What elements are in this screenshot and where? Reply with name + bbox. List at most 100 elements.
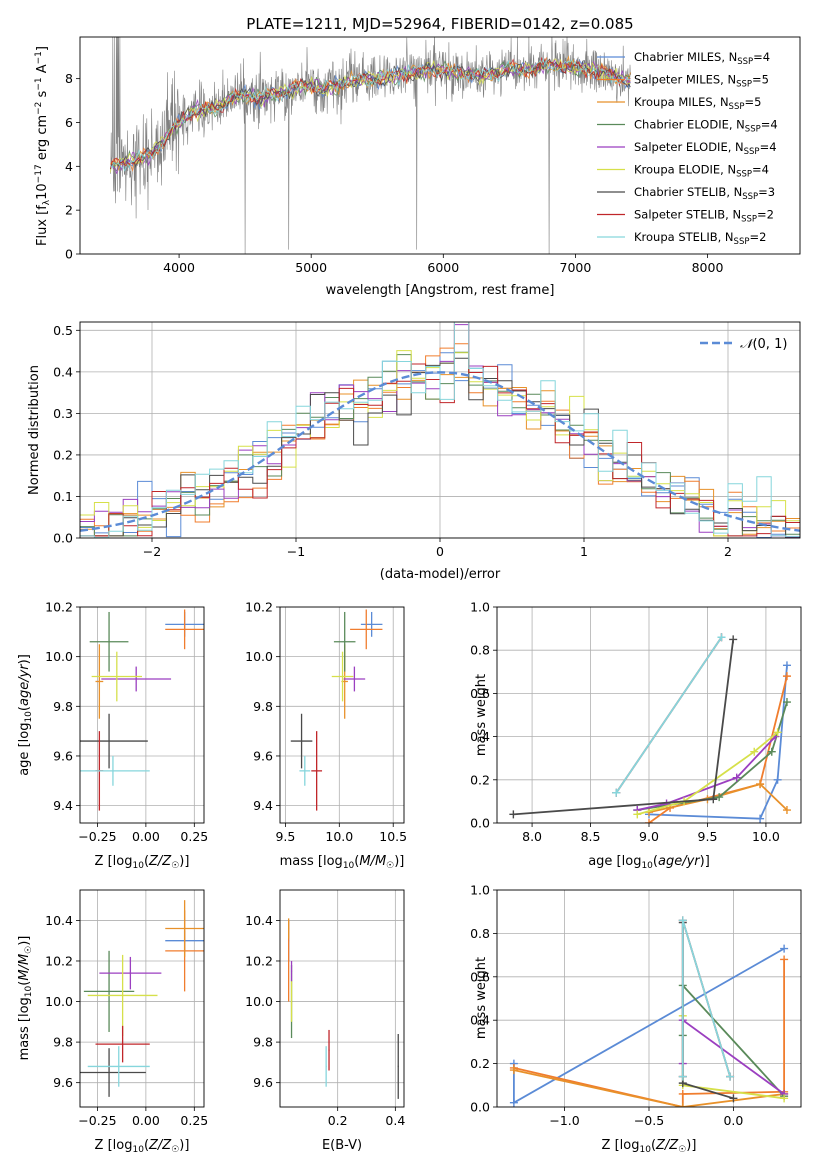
weight-marker-chabrier-miles: [756, 814, 765, 823]
x-tick-label: 8000: [692, 260, 724, 275]
y-tick-label: 10.0: [245, 649, 273, 664]
y-tick-label: 1.0: [470, 600, 490, 615]
y-tick-label: 9.6: [253, 748, 273, 763]
y-axis-label: Flux [fλ10−17 erg cm−2 s−1 A−1]: [34, 46, 52, 246]
axes-frame: [279, 606, 405, 824]
x-tick-label: 10.0: [325, 829, 353, 844]
x-tick-label: −1.0: [549, 1113, 579, 1128]
weight-marker-kroupa-stelib: [726, 1072, 735, 1081]
legend-label-kroupa-miles: Kroupa MILES, NSSP=5: [634, 95, 761, 112]
weight-marker-chabrier-miles: [780, 944, 789, 953]
y-tick-label: 0.6: [470, 969, 490, 984]
y-tick-label: 0.8: [470, 926, 490, 941]
axes-frame: [79, 36, 801, 255]
y-tick-label: 1.0: [470, 883, 490, 898]
x-tick-label: 0.00: [132, 829, 160, 844]
y-tick-label: 0.4: [470, 729, 490, 744]
y-axis-label: Normed distribution: [27, 365, 42, 495]
x-axis-label: age [log10(age/yr)]: [588, 854, 710, 871]
y-tick-label: 0.5: [53, 323, 73, 338]
model-chabrier-stelib: [110, 58, 631, 170]
y-tick-label: 0.0: [470, 816, 490, 831]
errorbar-chabrier-elodie: [83, 950, 135, 1032]
axes-frame: [79, 321, 801, 539]
x-tick-label: 10.0: [752, 829, 780, 844]
legend-label-kroupa-elodie: Kroupa ELODIE, NSSP=4: [634, 163, 769, 180]
errorbar-salpeter-miles: [350, 609, 383, 650]
weight-line-kroupa-stelib: [612, 633, 726, 797]
model-kroupa-stelib: [110, 57, 631, 172]
y-tick-label: 9.6: [253, 1075, 273, 1090]
weight-marker-chabrier-stelib: [509, 810, 518, 819]
mass-vs-extinction-panel: 0.2 0.4 9.6 9.8 10.0 10.2 10.4 E(B-V): [245, 889, 405, 1153]
legend-label-chabrier-stelib: Chabrier STELIB, NSSP=3: [634, 185, 775, 202]
mass-vs-metallicity-panel: −0.25 0.00 0.25 9.6 9.8 10.0 10.2 10.4 Z [log10(…: [17, 889, 208, 1155]
y-tick-label: 4: [65, 159, 73, 174]
errorbar-kroupa-elodie: [87, 954, 158, 1037]
legend-label-salpeter-stelib: Salpeter STELIB, NSSP=2: [634, 208, 774, 225]
x-tick-label: −0.5: [634, 1113, 664, 1128]
y-tick-label: 10.0: [45, 994, 73, 1009]
x-tick-label: 2: [724, 544, 732, 559]
y-tick-label: 10.2: [45, 953, 73, 968]
errorbar-salpeter-elodie: [99, 956, 162, 990]
errorbar-chabrier-stelib: [290, 713, 313, 769]
errorbar-salpeter-miles: [165, 609, 204, 650]
weight-line-chabrier-miles: [509, 944, 789, 1107]
x-tick-label: 0.2: [328, 1113, 348, 1128]
weight-marker-kroupa-miles: [756, 780, 765, 789]
weight-marker-chabrier-miles: [782, 661, 791, 670]
plot-area: [497, 890, 801, 1107]
weight-marker-kroupa-stelib: [678, 916, 687, 925]
errorbar-kroupa-miles: [165, 900, 204, 957]
weight-marker-kroupa-stelib: [612, 788, 621, 797]
residual-histogram-panel: −2 −1 0 1 2 0.0 0.1 0.2 0.3 0.4 0.5 (data-model)/er…: [27, 321, 801, 582]
weight-marker-kroupa-elodie: [773, 728, 782, 737]
weight-marker-chabrier-stelib: [729, 1094, 738, 1103]
y-axis-label: mass [log10(M/M☉)]: [17, 936, 34, 1061]
figure-title: PLATE=1211, MJD=52964, FIBERID=0142, z=0…: [246, 15, 633, 33]
weight-path-salpeter-elodie: [637, 735, 776, 811]
age-vs-metallicity-panel: −0.25 0.00 0.25 9.4 9.6 9.8 10.0 10.2 Z [log10(Z…: [17, 600, 208, 872]
y-tick-label: 0.0: [470, 1100, 490, 1115]
errorbar-salpeter-elodie: [101, 666, 172, 692]
x-tick-label: 0.25: [180, 1113, 208, 1128]
y-tick-label: 9.6: [53, 1075, 73, 1090]
x-axis-label: mass [log10(M/M☉)]: [280, 854, 405, 871]
errorbar-salpeter-stelib: [311, 731, 323, 811]
weight-path-chabrier-stelib: [681, 922, 734, 1100]
errorbar-chabrier-elodie: [89, 611, 129, 672]
normal-reference-curve: [80, 371, 800, 532]
weight-path-chabrier-stelib: [513, 639, 735, 816]
y-tick-label: 0.2: [470, 1056, 490, 1071]
y-tick-label: 9.8: [253, 1035, 273, 1050]
weight-marker-kroupa-elodie: [780, 1094, 789, 1103]
x-tick-label: 9.5: [698, 829, 718, 844]
weight-path-kroupa-stelib: [681, 920, 731, 1077]
weight-marker-chabrier-elodie: [767, 747, 776, 756]
x-tick-label: 9.5: [275, 829, 295, 844]
errorbar-salpeter-elodie: [290, 960, 293, 982]
x-tick-label: 8.0: [522, 829, 542, 844]
plot-area: [280, 607, 404, 823]
x-tick-label: 5000: [295, 260, 327, 275]
errorbar-kroupa-elodie: [290, 981, 293, 1022]
weight-marker-salpeter-miles: [678, 1089, 687, 1098]
errorbar-kroupa-stelib: [80, 755, 150, 786]
x-axis-label: Z [log10(Z/Z☉)]: [602, 1138, 697, 1155]
mass-weight-vs-metallicity-panel: −1.0 −0.5 0.0 0.0 0.2 0.4 0.6 0.8 1.0 Z [log10(Z/…: [470, 883, 802, 1155]
weight-marker-kroupa-elodie: [633, 810, 642, 819]
weight-marker-chabrier-elodie: [782, 698, 791, 707]
x-axis-label: (data-model)/error: [380, 567, 501, 582]
errorbar-kroupa-stelib: [299, 755, 311, 786]
errorbar-kroupa-elodie: [331, 651, 354, 702]
y-tick-label: 2: [65, 203, 73, 218]
x-tick-label: 8.5: [581, 829, 601, 844]
y-tick-label: 10.0: [45, 649, 73, 664]
weight-marker-kroupa-miles: [782, 806, 791, 815]
errorbar-kroupa-miles: [288, 918, 290, 939]
errorbar-kroupa-stelib: [87, 1046, 150, 1087]
y-tick-label: 9.8: [253, 699, 273, 714]
x-tick-label: −2: [143, 544, 161, 559]
